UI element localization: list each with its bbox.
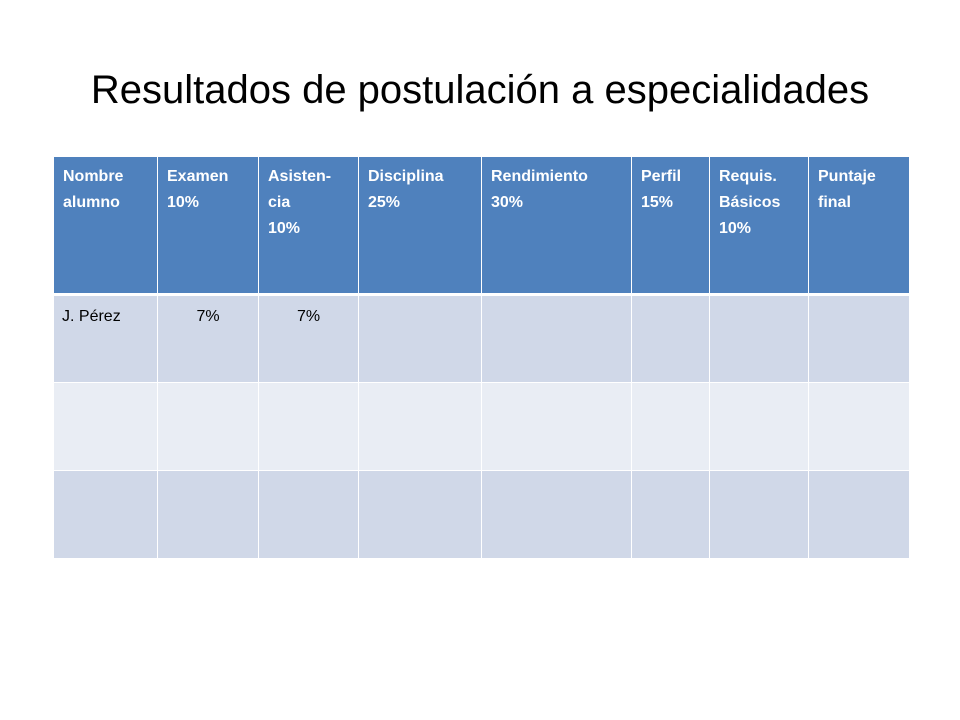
results-table: Nombre alumno Examen 10% Asisten- cia 10… bbox=[53, 157, 910, 559]
cell-disciplina bbox=[358, 382, 482, 471]
header-perfil: Perfil 15% bbox=[631, 157, 710, 296]
cell-puntaje bbox=[808, 382, 910, 471]
cell-disciplina bbox=[358, 294, 482, 383]
cell-requisitos bbox=[709, 470, 809, 559]
cell-rendimiento bbox=[481, 382, 632, 471]
header-line: 10% bbox=[167, 194, 200, 211]
header-line: Puntaje bbox=[818, 168, 876, 185]
table-row: J. Pérez 7% 7% bbox=[53, 294, 910, 383]
header-line: Básicos bbox=[719, 194, 781, 211]
table-row bbox=[53, 470, 910, 559]
header-line: Examen bbox=[167, 168, 229, 185]
header-rendimiento: Rendimiento 30% bbox=[481, 157, 632, 296]
cell-examen: 7% bbox=[157, 294, 259, 383]
cell-disciplina bbox=[358, 470, 482, 559]
header-line: 25% bbox=[368, 194, 401, 211]
slide-title: Resultados de postulación a especialidad… bbox=[90, 68, 870, 112]
header-line: Perfil bbox=[641, 168, 682, 185]
header-line: final bbox=[818, 194, 851, 211]
cell-perfil bbox=[631, 294, 710, 383]
header-nombre-alumno: Nombre alumno bbox=[53, 157, 158, 296]
cell-nombre: J. Pérez bbox=[53, 294, 158, 383]
cell-requisitos bbox=[709, 294, 809, 383]
cell-perfil bbox=[631, 470, 710, 559]
cell-puntaje bbox=[808, 294, 910, 383]
cell-examen bbox=[157, 470, 259, 559]
cell-nombre bbox=[53, 470, 158, 559]
header-line: alumno bbox=[63, 194, 120, 211]
header-line: 10% bbox=[268, 220, 301, 237]
cell-requisitos bbox=[709, 382, 809, 471]
cell-asistencia bbox=[258, 382, 359, 471]
header-line: 10% bbox=[719, 220, 752, 237]
header-row: Nombre alumno Examen 10% Asisten- cia 10… bbox=[53, 157, 910, 296]
header-disciplina: Disciplina 25% bbox=[358, 157, 482, 296]
header-line: Requis. bbox=[719, 168, 777, 185]
header-asistencia: Asisten- cia 10% bbox=[258, 157, 359, 296]
cell-nombre bbox=[53, 382, 158, 471]
header-line: Asisten- bbox=[268, 168, 332, 185]
header-line: Nombre bbox=[63, 168, 124, 185]
cell-perfil bbox=[631, 382, 710, 471]
cell-rendimiento bbox=[481, 470, 632, 559]
header-puntaje-final: Puntaje final bbox=[808, 157, 910, 296]
header-line: Rendimiento bbox=[491, 168, 588, 185]
header-line: cia bbox=[268, 194, 291, 211]
cell-puntaje bbox=[808, 470, 910, 559]
cell-rendimiento bbox=[481, 294, 632, 383]
cell-asistencia bbox=[258, 470, 359, 559]
header-line: 30% bbox=[491, 194, 524, 211]
header-line: Disciplina bbox=[368, 168, 444, 185]
header-examen: Examen 10% bbox=[157, 157, 259, 296]
header-line: 15% bbox=[641, 194, 674, 211]
header-requisitos-basicos: Requis. Básicos 10% bbox=[709, 157, 809, 296]
cell-examen bbox=[157, 382, 259, 471]
table-row bbox=[53, 382, 910, 471]
cell-asistencia: 7% bbox=[258, 294, 359, 383]
